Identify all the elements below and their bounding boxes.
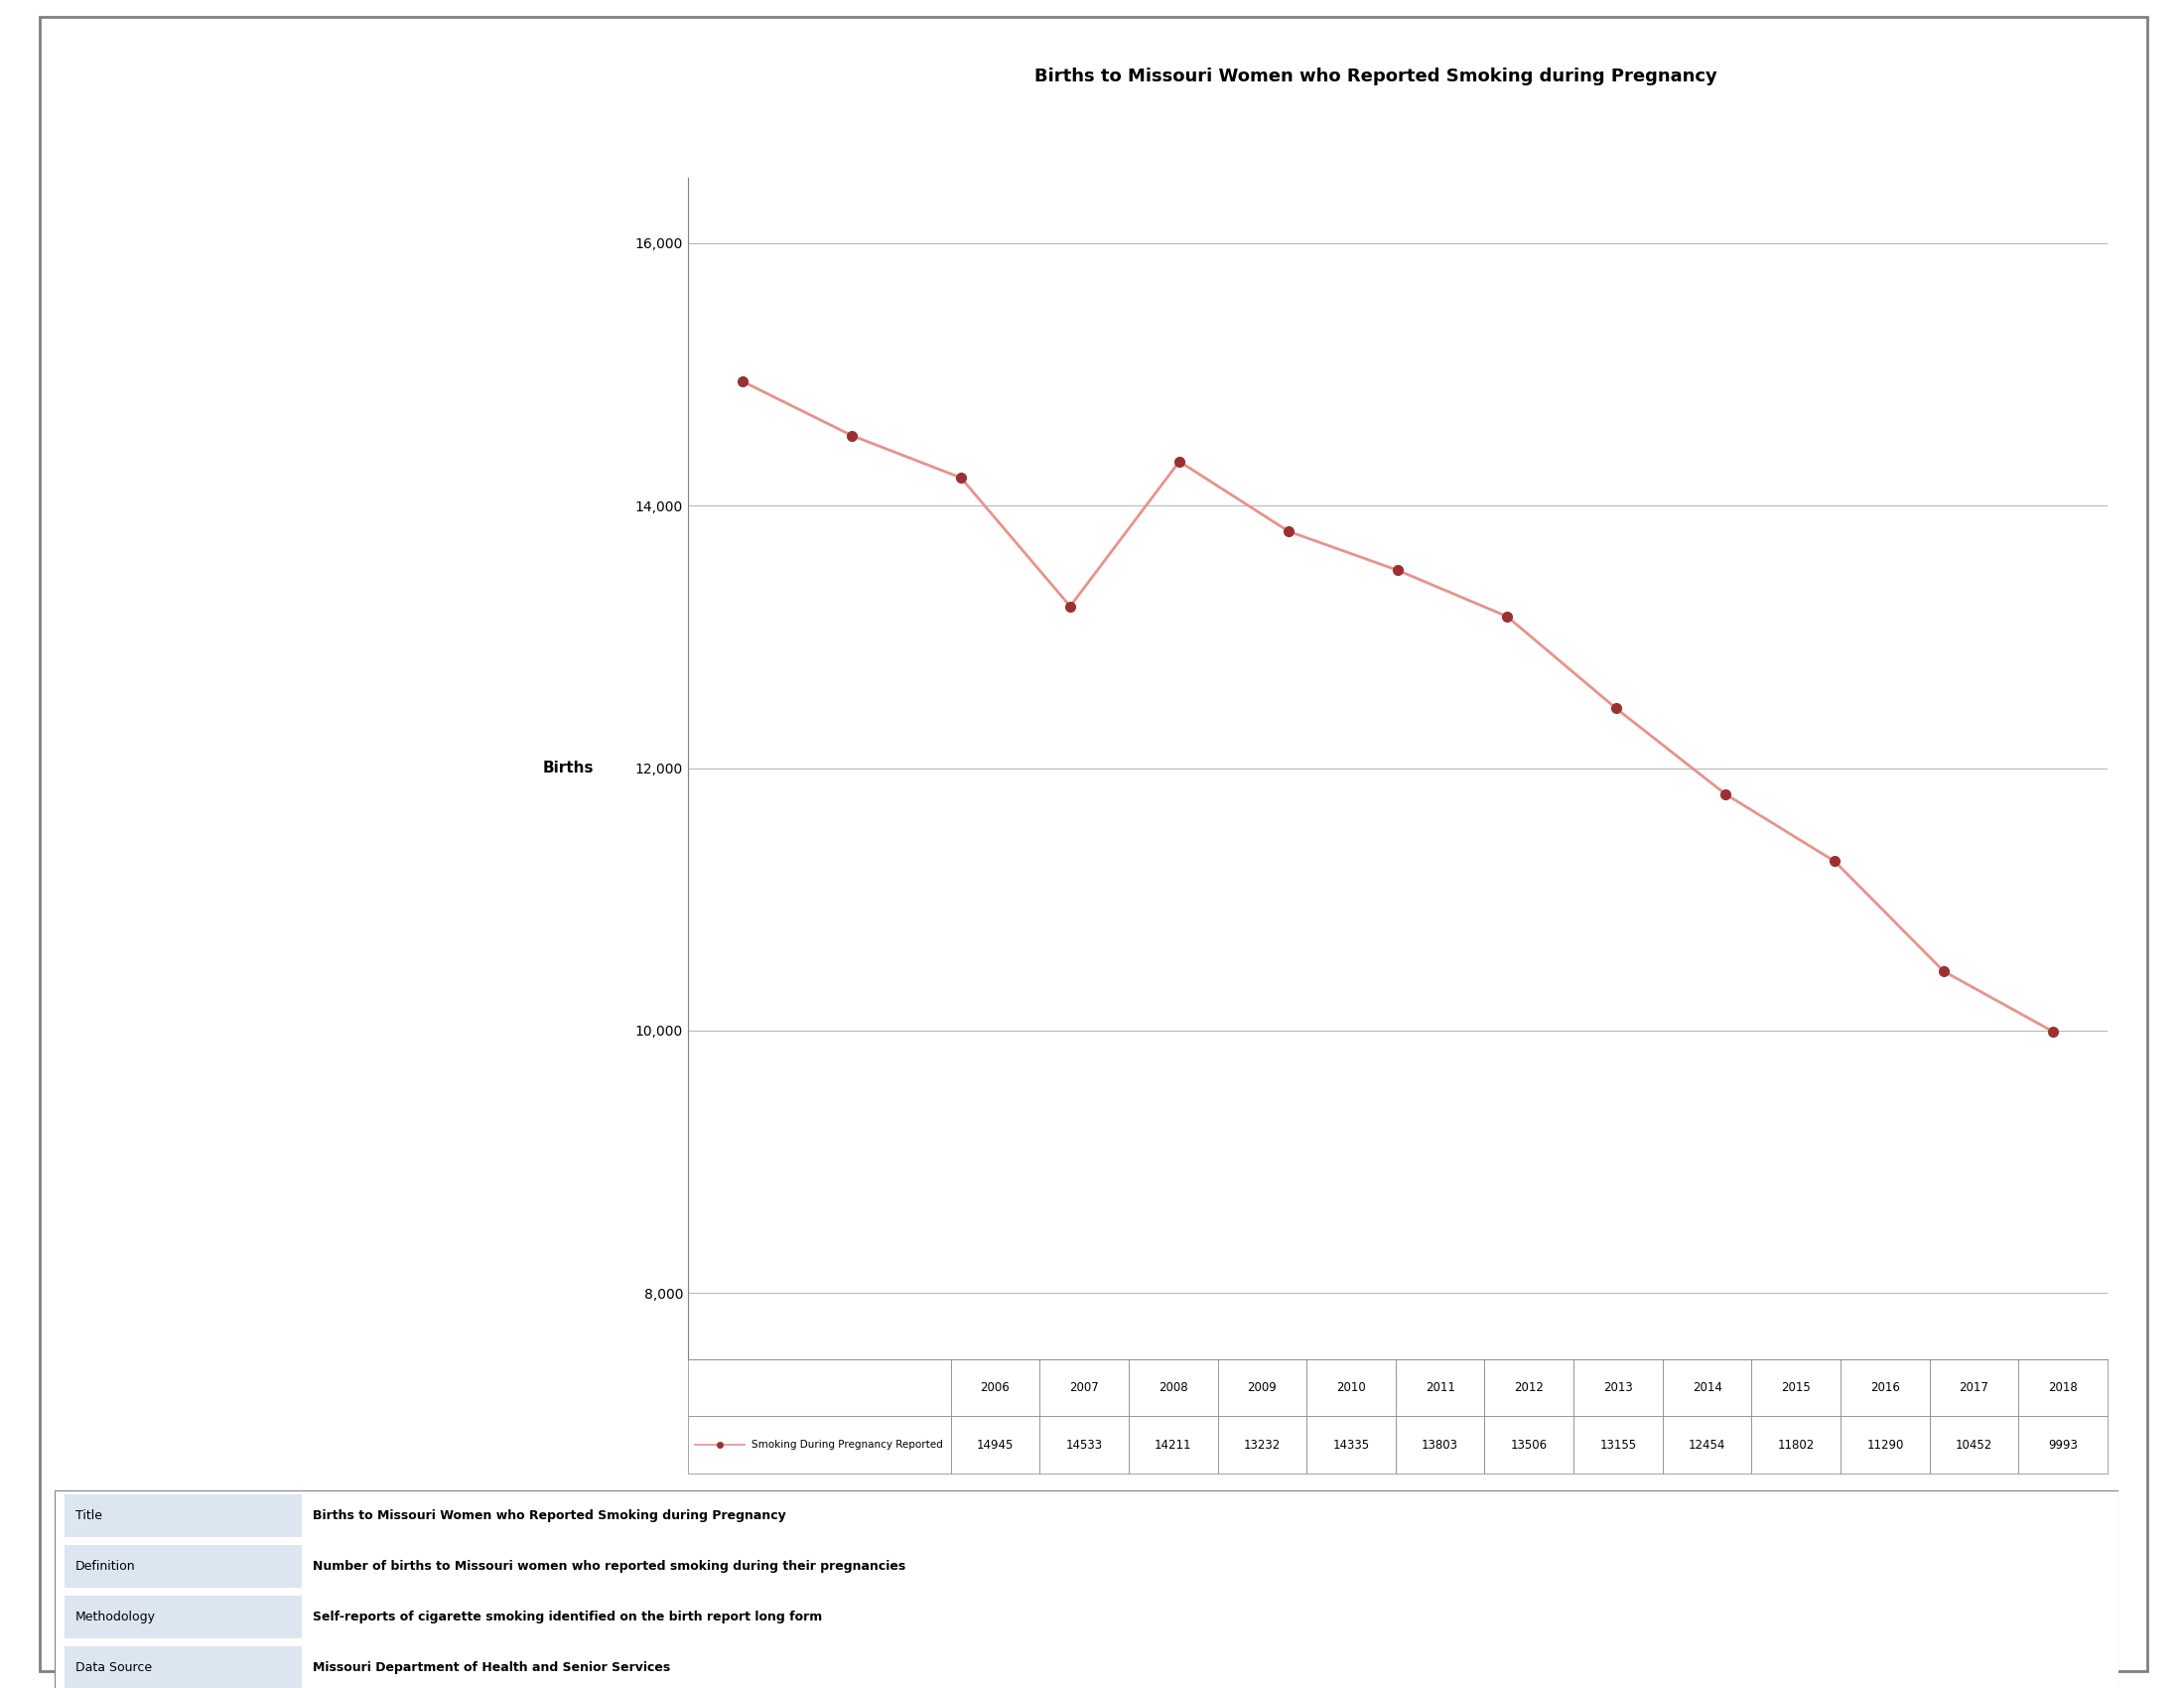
Bar <box>950 1359 1040 1416</box>
Text: 2014: 2014 <box>1693 1381 1721 1394</box>
Text: 14945: 14945 <box>976 1438 1013 1452</box>
Bar <box>66 1595 301 1639</box>
Bar <box>1662 1416 1752 1474</box>
Bar <box>66 1494 301 1538</box>
Bar <box>1752 1416 1841 1474</box>
Text: 2012: 2012 <box>1514 1381 1544 1394</box>
Bar <box>66 1545 301 1588</box>
Bar <box>1040 1359 1129 1416</box>
Bar <box>2018 1359 2108 1416</box>
Bar <box>1129 1359 1219 1416</box>
Text: 12454: 12454 <box>1688 1438 1725 1452</box>
Text: 11802: 11802 <box>1778 1438 1815 1452</box>
Bar <box>1928 1359 2018 1416</box>
Bar <box>1572 1416 1662 1474</box>
Bar <box>1841 1416 1931 1474</box>
Bar <box>1841 1359 1931 1416</box>
Bar <box>688 1416 950 1474</box>
Bar <box>66 1646 301 1688</box>
Text: 2007: 2007 <box>1070 1381 1099 1394</box>
Bar <box>950 1416 1040 1474</box>
Text: Smoking During Pregnancy Reported: Smoking During Pregnancy Reported <box>751 1440 943 1450</box>
Bar <box>1040 1416 1129 1474</box>
Text: 2009: 2009 <box>1247 1381 1278 1394</box>
Text: 2013: 2013 <box>1603 1381 1634 1394</box>
Text: 13506: 13506 <box>1511 1438 1548 1452</box>
Bar <box>1752 1359 1841 1416</box>
Text: Self-reports of cigarette smoking identified on the birth report long form: Self-reports of cigarette smoking identi… <box>312 1610 821 1624</box>
Bar <box>1662 1359 1752 1416</box>
Text: 2015: 2015 <box>1782 1381 1811 1394</box>
Bar <box>1306 1416 1396 1474</box>
Text: 2010: 2010 <box>1337 1381 1365 1394</box>
Text: 14533: 14533 <box>1066 1438 1103 1452</box>
Bar <box>1485 1416 1572 1474</box>
Bar <box>1396 1416 1485 1474</box>
Text: 2018: 2018 <box>2049 1381 2077 1394</box>
Bar <box>1396 1359 1485 1416</box>
Text: 2008: 2008 <box>1158 1381 1188 1394</box>
Text: 2006: 2006 <box>981 1381 1009 1394</box>
Bar <box>1129 1416 1219 1474</box>
Text: Births: Births <box>542 761 594 775</box>
Text: Number of births to Missouri women who reported smoking during their pregnancies: Number of births to Missouri women who r… <box>312 1560 906 1573</box>
Text: 11290: 11290 <box>1867 1438 1904 1452</box>
Bar <box>1219 1416 1306 1474</box>
Bar <box>1572 1359 1662 1416</box>
Text: 2017: 2017 <box>1959 1381 1990 1394</box>
Text: 2016: 2016 <box>1870 1381 1900 1394</box>
Bar <box>1928 1416 2018 1474</box>
Bar <box>1485 1359 1572 1416</box>
Text: 13232: 13232 <box>1243 1438 1280 1452</box>
Text: Data Source: Data Source <box>74 1661 153 1674</box>
Text: Methodology: Methodology <box>74 1610 155 1624</box>
Text: Births to Missouri Women who Reported Smoking during Pregnancy: Births to Missouri Women who Reported Sm… <box>312 1509 786 1523</box>
Bar <box>688 1359 950 1416</box>
Text: 10452: 10452 <box>1955 1438 1992 1452</box>
Text: 9993: 9993 <box>2049 1438 2077 1452</box>
Bar <box>1306 1359 1396 1416</box>
Text: 14211: 14211 <box>1155 1438 1192 1452</box>
Bar <box>2018 1416 2108 1474</box>
Text: 14335: 14335 <box>1332 1438 1369 1452</box>
Text: Title: Title <box>74 1509 103 1523</box>
Bar <box>1219 1359 1306 1416</box>
Text: Definition: Definition <box>74 1560 135 1573</box>
Text: Births to Missouri Women who Reported Smoking during Pregnancy: Births to Missouri Women who Reported Sm… <box>1035 68 1717 84</box>
FancyBboxPatch shape <box>55 1491 2118 1688</box>
Text: Missouri Department of Health and Senior Services: Missouri Department of Health and Senior… <box>312 1661 670 1674</box>
Text: 13155: 13155 <box>1599 1438 1636 1452</box>
Text: 13803: 13803 <box>1422 1438 1459 1452</box>
Text: 2011: 2011 <box>1426 1381 1455 1394</box>
